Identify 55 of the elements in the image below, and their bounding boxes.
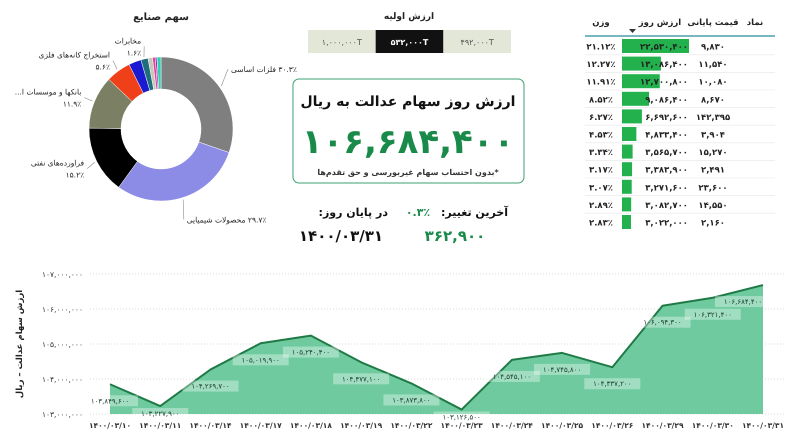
text: ۱۲.۲۷٪ [586,60,616,70]
text: قیمت پایانی [687,18,739,28]
text: ۸.۵۲٪ [589,95,613,106]
bar [622,162,632,176]
text: ارزش روز سهام عدالت به ریال [300,94,516,110]
bar [622,215,631,229]
text: وزن [592,18,610,28]
text: ۴۹۲,۰۰۰T [460,38,494,47]
text: ارزش روز [638,18,682,28]
text: ۱۰,۰۸۰ [698,78,728,88]
text: ۲,۱۶۰ [701,218,725,228]
data-label: ۳,۵۶۵,۷۰۰ [645,148,688,158]
text: ۸,۶۷۰ [701,95,725,106]
text: ۶.۲۷٪ [589,112,613,123]
text: ۳۶۲,۹۰۰ [424,227,486,245]
text: ۲.۸۹٪ [589,200,613,211]
text: ۳.۳۴٪ [589,148,613,158]
text: ۱۰۶,۶۸۴,۴۰۰ [302,122,514,162]
text: ۱۴۲,۳۹۵ [696,112,730,123]
data-label: ۳,۲۷۱,۶۰۰ [645,183,688,194]
text: ۱۵,۲۷۰ [698,148,728,158]
bar [622,144,633,159]
bar [622,109,642,124]
text: ۰.۳٪ [406,206,430,219]
data-label: ۶,۶۹۲,۶۰۰ [645,112,688,123]
text: ارزش اولیه [384,12,434,22]
text: ۳.۰۷٪ [589,183,613,194]
text: ۴.۵۳٪ [589,130,613,140]
text: ۱,۰۰۰,۰۰۰T [322,38,362,47]
y-axis-title: ارزش سهام عدالت – ریال [15,290,25,398]
data-label: ۳,۰۸۲,۷۰۰ [645,200,688,211]
text: نماد [746,18,764,28]
text: ۹,۸۳۰ [701,42,725,52]
text: ۲.۸۳٪ [589,218,613,228]
data-label: ۲۲,۵۳۰,۴۰۰ [640,42,688,52]
text: ۲۳,۶۰۰ [698,183,728,194]
text: ۵۳۲,۰۰۰T [390,38,429,47]
text: در پایان روز: [318,206,388,219]
text: *بدون احتساب سهام غیربورسی و حق تقدم‌ها [317,168,500,177]
data-label: ۳,۳۸۳,۹۰۰ [645,166,688,176]
text: ۲,۴۹۱ [701,166,725,176]
text: ۳,۹۰۴ [701,130,725,140]
text: ۱۱.۹۱٪ [586,78,616,88]
bar [622,180,632,194]
text: آخرین تغییر: [441,205,508,219]
chart-title: سهم صنایع [133,12,190,23]
text: ۱۴۰۰/۰۳/۳۱ [298,227,384,245]
text: ۲۱.۱۲٪ [586,42,616,52]
data-label: ۳,۰۲۲,۰۰۰ [645,218,688,228]
bar [622,197,632,212]
text: ۱۱,۵۴۰ [698,60,728,70]
text: ۳.۱۷٪ [589,166,613,176]
data-label: ۴,۸۳۳,۴۰۰ [645,130,688,140]
text: ۱۴,۵۵۰ [698,200,728,211]
bar [622,127,636,141]
